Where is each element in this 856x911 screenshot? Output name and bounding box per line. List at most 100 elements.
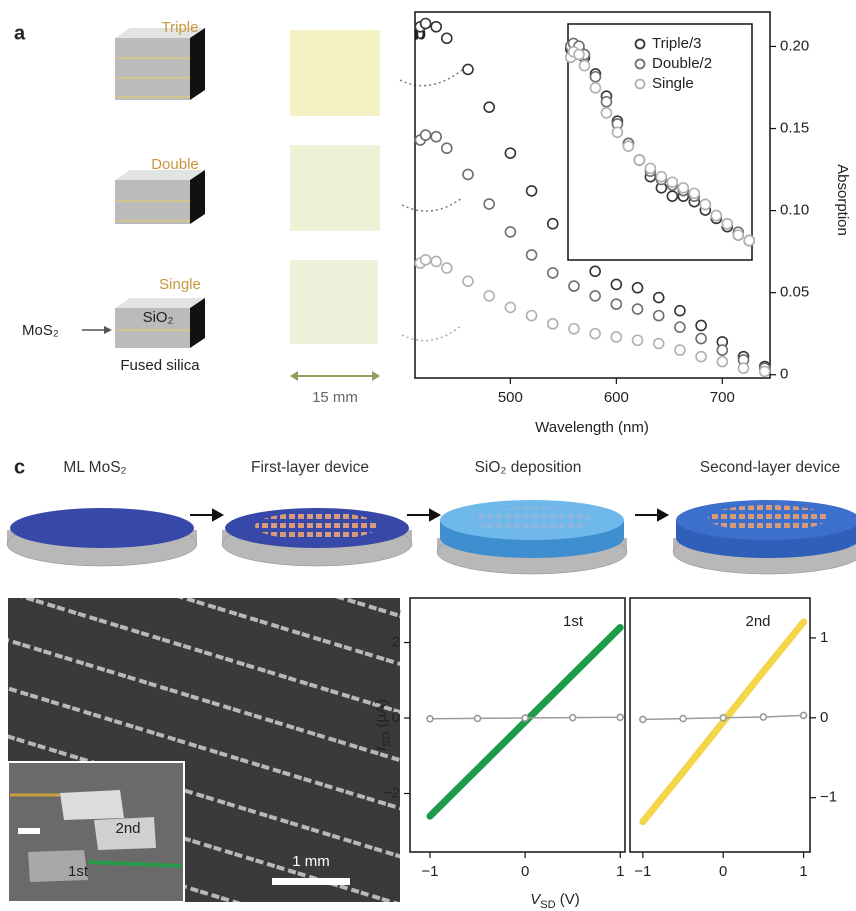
inset-scale-bar xyxy=(18,828,40,834)
data-point xyxy=(654,339,664,349)
y-tick-label: 0.10 xyxy=(780,202,809,219)
arrow-head xyxy=(372,371,380,381)
data-point xyxy=(611,279,621,289)
figure: a b c d e Triple Double Single SiO₂ MoS₂… xyxy=(0,0,856,911)
data-point xyxy=(633,283,643,293)
data-point xyxy=(733,230,743,240)
x-tick-label: 700 xyxy=(710,389,735,406)
scale-bar xyxy=(272,878,350,885)
data-point xyxy=(739,363,749,373)
data-point xyxy=(421,255,431,265)
step-label: SiO₂ deposition xyxy=(475,459,582,476)
step-label: First-layer device xyxy=(251,459,369,476)
y-tick-label: 0.20 xyxy=(780,37,809,54)
arrow-head xyxy=(104,326,112,334)
data-point xyxy=(590,72,600,82)
data-point xyxy=(645,163,655,173)
scale-label: 1 mm xyxy=(292,853,330,870)
link-arrow xyxy=(402,325,462,341)
data-point xyxy=(442,263,452,273)
data-point xyxy=(505,302,515,312)
data-point xyxy=(696,320,706,330)
y-tick-label: 2 xyxy=(392,634,400,651)
data-point xyxy=(590,329,600,339)
stack-double xyxy=(115,170,205,224)
sample-photo xyxy=(290,145,380,231)
arrow-head xyxy=(658,510,667,520)
wafer-2 xyxy=(222,508,412,566)
data-point xyxy=(427,716,433,722)
stack-label: Double xyxy=(151,156,199,173)
data-point xyxy=(711,211,721,221)
data-point xyxy=(442,143,452,153)
wafer-3 xyxy=(437,500,627,574)
arrow-head xyxy=(213,510,222,520)
data-point xyxy=(760,714,766,720)
data-point xyxy=(527,186,537,196)
data-point xyxy=(505,227,515,237)
data-point xyxy=(634,155,644,165)
stack-label: Single xyxy=(159,276,201,293)
axis-label-sub: SD xyxy=(381,732,393,747)
data-point xyxy=(484,199,494,209)
y-tick-label: 0 xyxy=(392,709,400,726)
data-point xyxy=(611,332,621,342)
y-tick-label: 0.05 xyxy=(780,284,809,301)
legend-marker xyxy=(636,40,645,49)
x-tick-label: 0 xyxy=(521,863,529,880)
stack-front xyxy=(115,180,190,224)
data-point xyxy=(680,716,686,722)
data-point xyxy=(590,291,600,301)
data-point xyxy=(431,256,441,266)
data-point xyxy=(548,268,558,278)
inset-label: 2nd xyxy=(115,820,140,837)
data-point xyxy=(484,291,494,301)
data-point xyxy=(484,102,494,112)
y-tick-label: −2 xyxy=(383,784,400,801)
y-tick-label: 0 xyxy=(780,366,788,383)
device-array xyxy=(472,507,592,533)
data-point xyxy=(442,33,452,43)
stack-top xyxy=(115,298,205,308)
x-tick-label: 0 xyxy=(719,863,727,880)
data-point xyxy=(675,306,685,316)
data-point xyxy=(611,299,621,309)
stack-front xyxy=(115,38,190,100)
axis-label-unit: (μA) xyxy=(373,699,390,732)
x-tick-label: 600 xyxy=(604,389,629,406)
stack-triple xyxy=(115,28,205,100)
data-point xyxy=(431,22,441,32)
data-point xyxy=(601,97,611,107)
data-point xyxy=(421,18,431,28)
data-point xyxy=(421,130,431,140)
data-point xyxy=(696,334,706,344)
x-tick-label: 500 xyxy=(498,389,523,406)
data-point xyxy=(667,177,677,187)
panel-label: c xyxy=(14,456,25,478)
legend-label: Single xyxy=(652,75,694,92)
data-point xyxy=(678,183,688,193)
legend-label: Triple/3 xyxy=(652,35,701,52)
data-point xyxy=(548,319,558,329)
data-point xyxy=(475,715,481,721)
series-line xyxy=(643,622,804,822)
layer-label: SiO₂ xyxy=(143,309,174,326)
data-point xyxy=(574,50,584,60)
data-point xyxy=(617,714,623,720)
data-point xyxy=(696,352,706,362)
data-point xyxy=(633,335,643,345)
wafer-1 xyxy=(7,508,197,566)
data-point xyxy=(569,281,579,291)
data-point xyxy=(601,108,611,118)
step-label: Second-layer device xyxy=(700,459,840,476)
data-point xyxy=(570,715,576,721)
annotation: 2nd xyxy=(745,613,770,630)
film-label: MoS₂ xyxy=(22,322,59,339)
data-point xyxy=(579,61,589,71)
inset-label: 1st xyxy=(68,863,89,880)
data-point xyxy=(744,236,754,246)
y-tick-label: −1 xyxy=(820,789,837,806)
axis-label: VSD (V) xyxy=(530,891,579,911)
mos2-layer xyxy=(10,508,194,548)
data-point xyxy=(675,345,685,355)
